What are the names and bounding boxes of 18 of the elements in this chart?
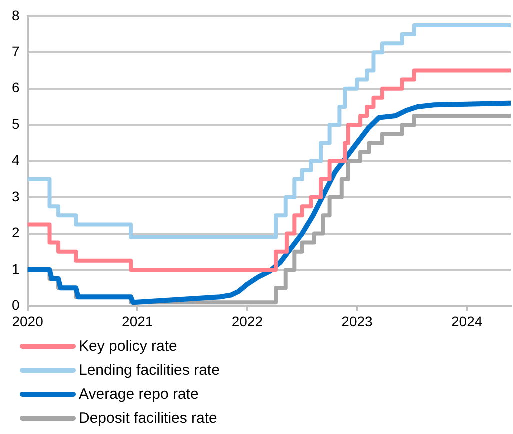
legend-label: Key policy rate	[79, 338, 178, 354]
x-tick-label: 2024	[451, 313, 483, 330]
y-tick-label: 7	[12, 43, 20, 60]
y-tick-label: 2	[12, 224, 20, 241]
x-tick-label: 2020	[12, 313, 44, 330]
y-tick-label: 3	[12, 188, 20, 204]
x-tick-label: 2022	[232, 313, 264, 330]
y-tick-label: 5	[12, 116, 20, 132]
legend-label: Average repo rate	[79, 386, 199, 402]
y-tick-label: 1	[12, 260, 20, 277]
y-tick-label: 0	[12, 297, 20, 314]
legend-label: Deposit facilities rate	[79, 410, 218, 426]
x-tick-label: 2021	[122, 313, 154, 330]
y-tick-label: 4	[12, 152, 20, 168]
y-tick-label: 8	[12, 7, 20, 24]
y-tick-label: 6	[12, 80, 20, 96]
legend-label: Lending facilities rate	[79, 362, 220, 378]
x-tick-label: 2023	[342, 313, 374, 330]
